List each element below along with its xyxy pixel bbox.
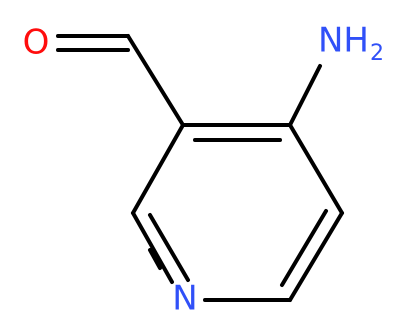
bond	[131, 123, 185, 215]
bond	[288, 123, 344, 215]
bond	[148, 248, 162, 270]
atom-label: O	[23, 23, 50, 63]
bond	[288, 211, 344, 302]
atom-label: N	[172, 279, 197, 319]
bond	[148, 213, 190, 282]
bond	[288, 64, 322, 127]
bond	[126, 34, 185, 127]
atom-label: NH	[318, 21, 369, 61]
bond	[131, 211, 174, 284]
atom-subscript: 2	[370, 41, 384, 66]
bond	[280, 209, 328, 287]
